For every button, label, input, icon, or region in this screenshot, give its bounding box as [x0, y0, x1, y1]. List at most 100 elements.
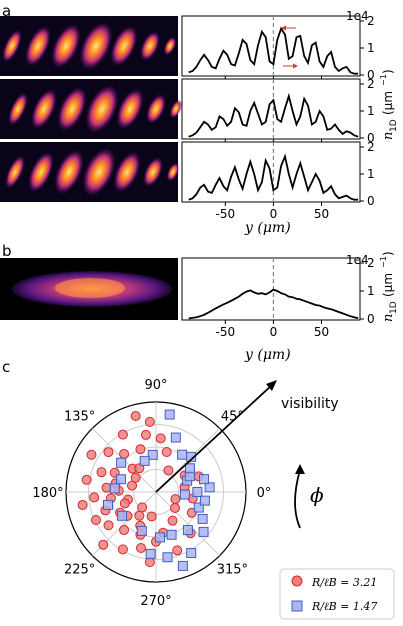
density-blob	[143, 157, 163, 187]
density-blob	[57, 86, 87, 132]
scatter-point-blue	[177, 449, 188, 460]
scatter-point-red	[140, 429, 151, 440]
scatter-point-blue	[162, 552, 173, 563]
scatter-point-red	[86, 449, 97, 460]
scatter-point-red	[130, 411, 141, 422]
scatter-point-blue	[109, 483, 120, 494]
x-tick-label: -50	[215, 325, 235, 339]
density-blob	[163, 36, 177, 56]
scatter-point-blue	[193, 502, 204, 513]
scatter-point-red	[89, 492, 100, 503]
scatter-point-red	[119, 448, 130, 459]
scatter-point-red	[119, 525, 130, 536]
line-plot-a-bottom: 0 1 2 -50 0 50	[181, 140, 375, 221]
y-axis-label-a: n 1D (μm −1 )	[379, 69, 399, 140]
angle-tick-label: 0°	[257, 486, 272, 501]
image-b	[0, 258, 178, 320]
y-tick-label: 1	[367, 284, 375, 298]
x-tick-label: -50	[215, 207, 235, 221]
scatter-point-red	[96, 467, 107, 478]
scatter-point-red	[103, 520, 114, 531]
scatter-point-red	[130, 472, 141, 483]
scatter-point-red	[135, 444, 146, 455]
line-plot-b: 0 1 2 -50 0 50	[181, 256, 375, 339]
x-tick-label: 50	[314, 325, 329, 339]
scatter-point-red	[146, 511, 157, 522]
legend-label-blue: R/ℓB = 1.47	[311, 600, 377, 613]
density-blob	[166, 162, 180, 182]
scatter-point-red	[144, 557, 155, 568]
legend: R/ℓB = 3.21 R/ℓB = 1.47	[279, 568, 395, 620]
density-blob	[110, 25, 138, 67]
density-blobs	[2, 21, 183, 197]
density-blob	[51, 23, 81, 69]
line-plot-a-top: 0 1 2	[181, 14, 375, 82]
scatter-point-blue	[198, 474, 209, 485]
scatter-point-blue	[197, 513, 208, 524]
scatter-point-blue	[166, 529, 177, 540]
scatter-point-blue	[199, 495, 210, 506]
scatter-point-blue	[192, 487, 203, 497]
scatter-point-blue	[164, 409, 175, 420]
scatter-point-red	[81, 474, 92, 485]
scatter-point-blue	[117, 510, 128, 521]
scatter-point-blue	[139, 455, 150, 466]
legend-label-red: R/ℓB = 3.21	[311, 576, 377, 589]
red-arrow-lower	[283, 63, 298, 69]
panel-label-b: b	[2, 242, 12, 260]
scatter-point-red	[134, 463, 145, 474]
scatter-point-blue	[179, 489, 190, 500]
scatter-point-red	[161, 447, 172, 458]
scatter-point-red	[117, 544, 128, 555]
x-tick-label: 0	[270, 207, 278, 221]
scale-label-b: 1e4	[346, 253, 369, 267]
y-tick-label: 2	[367, 14, 375, 28]
scatter-point-red	[170, 494, 181, 505]
y-tick-label: 1	[367, 167, 375, 181]
scatter-point-red	[170, 502, 181, 513]
y-tick-label: 0	[367, 194, 375, 208]
density-blob	[82, 147, 116, 197]
density-blob	[85, 84, 119, 134]
scatter-point-blue	[170, 432, 181, 443]
y-tick-label: 1	[367, 104, 375, 118]
scatter-point-blue	[204, 482, 215, 493]
y-axis-label-b: n 1D (μm −1 )	[379, 251, 399, 322]
panel-label-a: a	[2, 2, 11, 20]
scatter-point-red	[77, 499, 88, 510]
svg-text:): )	[381, 251, 395, 256]
angle-tick-label: 45°	[221, 410, 244, 425]
y-tick-label: 1	[367, 41, 375, 55]
svg-text:n: n	[381, 132, 396, 140]
plot-frame	[181, 15, 361, 77]
phi-arrow	[294, 464, 305, 529]
scatter-point-blue	[116, 457, 127, 468]
scatter-point-blue	[184, 463, 195, 474]
visibility-arrow	[155, 380, 277, 493]
density-blob	[54, 149, 84, 195]
density-blob	[8, 92, 28, 126]
scatter-point-red	[163, 465, 174, 476]
scatter-point-blue	[145, 548, 156, 559]
density-profile-line	[188, 26, 359, 75]
y-tick-label: 0	[367, 312, 375, 326]
angle-tick-label: 225°	[64, 562, 95, 577]
svg-text:(μm: (μm	[381, 273, 395, 297]
density-blob	[169, 99, 183, 119]
y-tick-label: 2	[367, 77, 375, 91]
density-blob	[25, 25, 51, 67]
scatter-point-red	[90, 514, 101, 525]
plot-frame	[181, 78, 361, 140]
svg-text:y (μm): y (μm)	[244, 347, 291, 363]
scatter-point-red	[117, 429, 128, 440]
polar-grid-spoke	[155, 491, 220, 556]
scatter-point-blue	[115, 474, 126, 485]
x-axis-label-b: y (μm)	[244, 347, 291, 363]
scatter-point-red	[98, 539, 109, 550]
scatter-point-red	[135, 542, 146, 553]
scatter-point-red	[103, 447, 114, 458]
scatter-point-red	[172, 545, 183, 556]
y-tick-label: 0	[367, 68, 375, 82]
density-blob	[146, 94, 166, 124]
